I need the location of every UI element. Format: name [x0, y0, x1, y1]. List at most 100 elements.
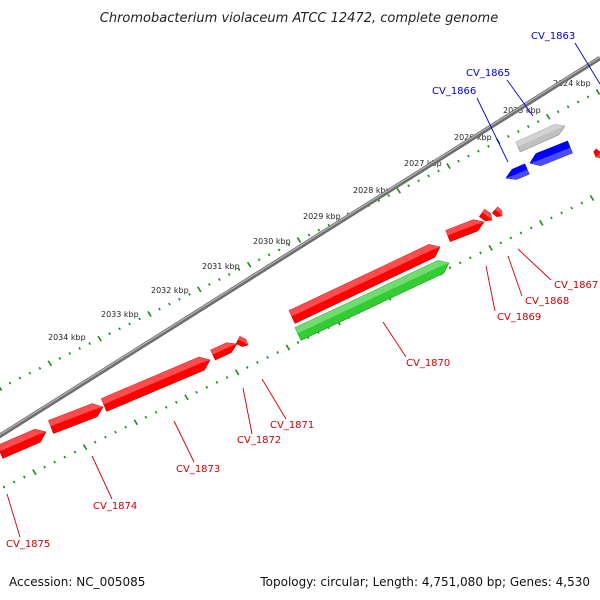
scale-tick [18, 376, 22, 380]
scale-tick [468, 256, 472, 260]
gene-label-line [91, 455, 113, 500]
scale-tick [108, 332, 111, 336]
scale-tick [307, 233, 311, 237]
scale-tick [53, 460, 57, 464]
gene-label-CV_1866[interactable]: CV_1866 [432, 86, 476, 97]
gene-label-CV_1870[interactable]: CV_1870 [406, 358, 450, 369]
gene-arrow-CV_1868[interactable] [478, 208, 493, 222]
scale-tick [195, 390, 198, 394]
gene-arrow-CV_1867[interactable] [491, 206, 503, 217]
scale-tick [576, 100, 580, 104]
scale-tick [32, 469, 37, 476]
gene-label-CV_1871[interactable]: CV_1871 [270, 420, 314, 431]
scale-tick [287, 243, 291, 247]
gene-label-line [574, 42, 600, 85]
scale-tick [545, 113, 551, 120]
scale-tick [234, 369, 240, 376]
scale-tick [63, 455, 67, 459]
scale-tick [407, 184, 410, 188]
gene-label-CV_1865[interactable]: CV_1865 [466, 68, 510, 79]
scale-tick [448, 266, 452, 270]
scale-tick [479, 251, 482, 255]
scale-tick [570, 206, 574, 210]
scale-label: 2027 kbp [404, 159, 442, 168]
gene-label-CV_1873[interactable]: CV_1873 [176, 464, 220, 475]
scale-tick [43, 465, 46, 469]
scale-tick [516, 130, 520, 133]
gene-label-CV_1869[interactable]: CV_1869 [497, 312, 541, 323]
gene-label-CV_1867[interactable]: CV_1867 [554, 280, 598, 291]
scale-tick [457, 159, 460, 163]
scale-tick [47, 360, 53, 367]
gene-arrow-CV_1875[interactable] [0, 428, 47, 459]
scale-tick [427, 174, 430, 178]
gene-label-line [242, 387, 253, 435]
gene-label-line [507, 255, 523, 297]
scale-tick [267, 253, 271, 257]
scale-label: 2034 kbp [48, 333, 86, 342]
scale-tick [396, 187, 401, 194]
gene-label-line [485, 265, 496, 312]
scale-tick [488, 244, 493, 251]
scale-tick [104, 435, 107, 439]
scale-tick [154, 410, 158, 414]
scale-tick [215, 380, 219, 384]
scale-tick [529, 226, 533, 230]
gene-label-line [261, 378, 287, 420]
scale-tick [8, 381, 12, 385]
gene-arrow-CV_1874[interactable] [48, 403, 104, 434]
scale-tick [114, 430, 117, 434]
gene-label-line [517, 248, 552, 281]
scale-tick [277, 248, 281, 252]
scale-tick [68, 352, 72, 355]
scale-tick [296, 237, 302, 243]
gene-arrow-CV_1870[interactable] [294, 260, 450, 341]
scale-tick [317, 228, 321, 232]
scale-tick [38, 366, 42, 370]
scale-label: 2028 kbp [353, 186, 391, 195]
scale-tick [245, 365, 249, 369]
scale-tick [138, 317, 141, 321]
gene-label-CV_1872[interactable]: CV_1872 [237, 435, 281, 446]
gene-arrow-CV_1872[interactable] [210, 342, 238, 361]
gene-label-lines [6, 42, 600, 538]
gene-arrow-partial[interactable] [593, 148, 600, 159]
gene-arrow-CV_1865[interactable] [529, 140, 573, 167]
scale-tick [276, 351, 280, 354]
scale-tick [477, 149, 480, 153]
scale-tick [467, 154, 470, 158]
scale-tick [97, 335, 102, 342]
scale-tick [227, 273, 231, 276]
scale-tick [58, 356, 62, 360]
scale-label: 2025 kbp [503, 106, 541, 115]
gene-label-line [476, 97, 509, 163]
scale-tick [205, 385, 209, 389]
scale-tick [133, 419, 139, 426]
scale-tick [437, 169, 440, 173]
gene-label-line [506, 79, 534, 117]
gene-label-CV_1875[interactable]: CV_1875 [6, 539, 50, 550]
scale-tick [93, 440, 97, 444]
gene-arrow-CV_1866[interactable] [505, 163, 530, 180]
scale-tick [22, 475, 26, 479]
scale-tick [82, 444, 88, 451]
gene-arrow-CV_1873[interactable] [100, 356, 211, 412]
scale-tick [589, 195, 595, 201]
gene-label-line [382, 321, 407, 358]
scale-tick [207, 282, 211, 286]
scale-tick [184, 394, 189, 401]
scale-tick [2, 485, 6, 489]
gene-arrow-CV_1863[interactable] [515, 124, 566, 153]
scale-tick [458, 261, 462, 265]
gene-label-CV_1863[interactable]: CV_1863 [531, 31, 575, 42]
scale-tick [128, 322, 131, 326]
scale-label: 2030 kbp [253, 237, 291, 246]
gene-arrow-CV_1871[interactable] [235, 335, 249, 347]
gene-arrow-CV_1869b[interactable] [288, 244, 441, 324]
scale-tick [387, 194, 391, 198]
gene-label-CV_1868[interactable]: CV_1868 [525, 296, 569, 307]
scale-tick [73, 450, 77, 454]
gene-label-CV_1874[interactable]: CV_1874 [93, 501, 137, 512]
gene-arrow-CV_1869[interactable] [445, 219, 485, 242]
